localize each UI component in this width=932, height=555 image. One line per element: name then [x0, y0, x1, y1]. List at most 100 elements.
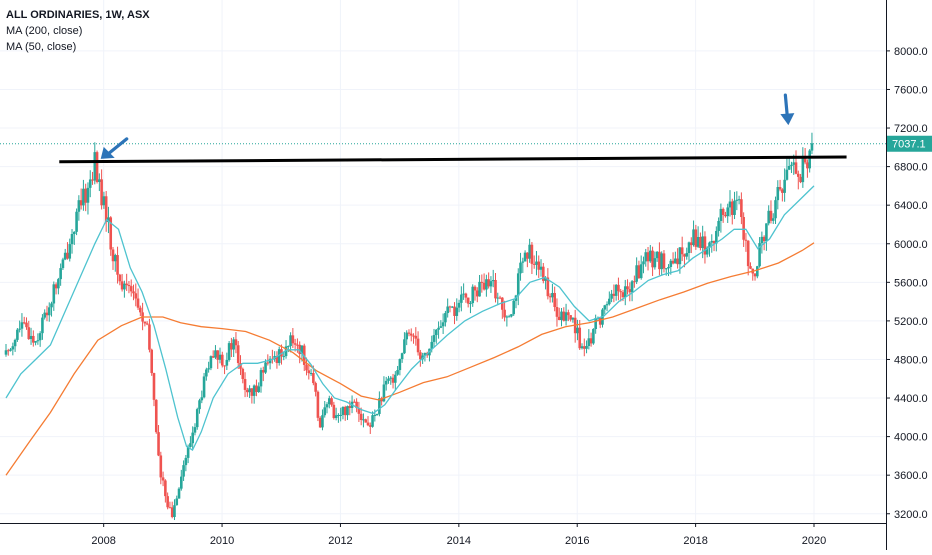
- candle-body-down: [730, 201, 734, 215]
- candle-body-up: [339, 414, 342, 416]
- ma200-line: [5, 242, 815, 476]
- candle-body-down: [168, 507, 172, 509]
- candle-body-up: [585, 345, 588, 349]
- candle-body-up: [257, 386, 261, 393]
- candle-body-down: [416, 338, 420, 353]
- candle-body-down: [633, 281, 636, 283]
- candle-body-down: [419, 352, 422, 360]
- candle-body-down: [749, 266, 752, 269]
- candle-body-up: [444, 313, 447, 323]
- candle-body-up: [507, 316, 511, 318]
- candle-body-up: [564, 312, 568, 321]
- candle-body-up: [434, 329, 438, 336]
- candle-body-down: [740, 199, 743, 218]
- candle-body-up: [207, 368, 210, 370]
- candle-body-up: [580, 346, 584, 349]
- candle-body-down: [127, 284, 131, 287]
- candle-body-up: [202, 376, 206, 398]
- candle-body-down: [464, 293, 468, 298]
- candle-body-up: [674, 258, 677, 264]
- candle-body-down: [104, 196, 108, 223]
- candle-body-up: [13, 339, 17, 347]
- candle-body-down: [139, 307, 142, 313]
- candle-body-down: [125, 283, 128, 285]
- x-tick-label: 2012: [328, 535, 352, 547]
- candle-body-up: [327, 398, 331, 405]
- candle-body-up: [505, 316, 509, 318]
- candle-body-down: [746, 240, 750, 267]
- y-tick-label: 6400.0: [894, 200, 928, 212]
- candle-body-up: [20, 322, 24, 329]
- candle-body-up: [191, 432, 194, 444]
- candle-body-down: [598, 317, 602, 325]
- y-tick-label: 6800.0: [894, 162, 928, 174]
- candle-body-up: [571, 317, 575, 320]
- candle-body-down: [619, 291, 623, 293]
- candle-body-up: [200, 397, 204, 401]
- candle-body-down: [699, 236, 702, 249]
- candle-body-up: [655, 251, 659, 259]
- candle-body-down: [66, 252, 69, 259]
- candle-body-down: [567, 312, 570, 316]
- candle-body-down: [314, 383, 317, 392]
- candle-body-up: [268, 358, 272, 364]
- candle-body-down: [712, 240, 716, 244]
- candle-body-up: [373, 415, 377, 417]
- annotation-arrow-head: [780, 113, 795, 126]
- candle-body-up: [446, 306, 449, 314]
- candle-body-down: [159, 455, 163, 478]
- resistance-trendline[interactable]: [59, 155, 847, 164]
- candle-body-down: [803, 155, 807, 163]
- candle-body-down: [676, 258, 679, 265]
- candle-body-up: [787, 165, 791, 170]
- candle-body-up: [277, 349, 281, 364]
- candle-body-down: [143, 321, 147, 324]
- candle-body-up: [528, 244, 531, 259]
- candle-body-down: [626, 286, 629, 290]
- candle-body-down: [628, 289, 632, 293]
- candle-body-down: [22, 322, 26, 324]
- candle-body-down: [6, 350, 10, 352]
- x-tick-label: 2010: [210, 535, 234, 547]
- candle-body-up: [696, 236, 700, 247]
- candle-body-down: [569, 315, 572, 320]
- candle-body-up: [102, 196, 106, 206]
- candle-body-down: [148, 324, 151, 350]
- candle-body-up: [469, 303, 472, 305]
- candle-body-down: [537, 261, 541, 270]
- candle-body-up: [70, 234, 74, 245]
- candle-body-up: [576, 327, 579, 334]
- candle-body-up: [491, 279, 495, 282]
- candle-body-down: [473, 286, 477, 291]
- y-tick-label: 7200.0: [894, 123, 928, 135]
- candle-body-down: [32, 335, 35, 343]
- candle-body-down: [150, 349, 154, 374]
- candle-body-up: [608, 298, 611, 305]
- candle-body-up: [539, 266, 543, 270]
- candle-body-down: [703, 236, 707, 255]
- candle-body-up: [692, 229, 695, 246]
- y-tick-label: 3600.0: [894, 470, 928, 482]
- candle-body-up: [523, 252, 527, 262]
- candle-body-up: [687, 242, 691, 253]
- candle-body-up: [337, 414, 340, 416]
- candle-body-up: [218, 354, 222, 360]
- candle-body-down: [355, 401, 358, 409]
- candle-body-up: [34, 341, 37, 343]
- candle-body-up: [544, 277, 547, 281]
- candle-body-down: [542, 266, 545, 281]
- candle-body-up: [460, 294, 463, 303]
- candle-body-down: [298, 344, 301, 355]
- candle-body-up: [478, 281, 481, 297]
- candle-body-down: [246, 389, 249, 393]
- candle-body-down: [291, 335, 295, 344]
- candle-body-up: [38, 333, 42, 341]
- candle-body-down: [501, 297, 504, 310]
- last-price-tag-bg: [887, 135, 932, 152]
- candle-body-up: [282, 356, 286, 358]
- candle-body-up: [801, 155, 805, 183]
- candle-body-down: [589, 338, 593, 344]
- candle-body-up: [623, 286, 627, 298]
